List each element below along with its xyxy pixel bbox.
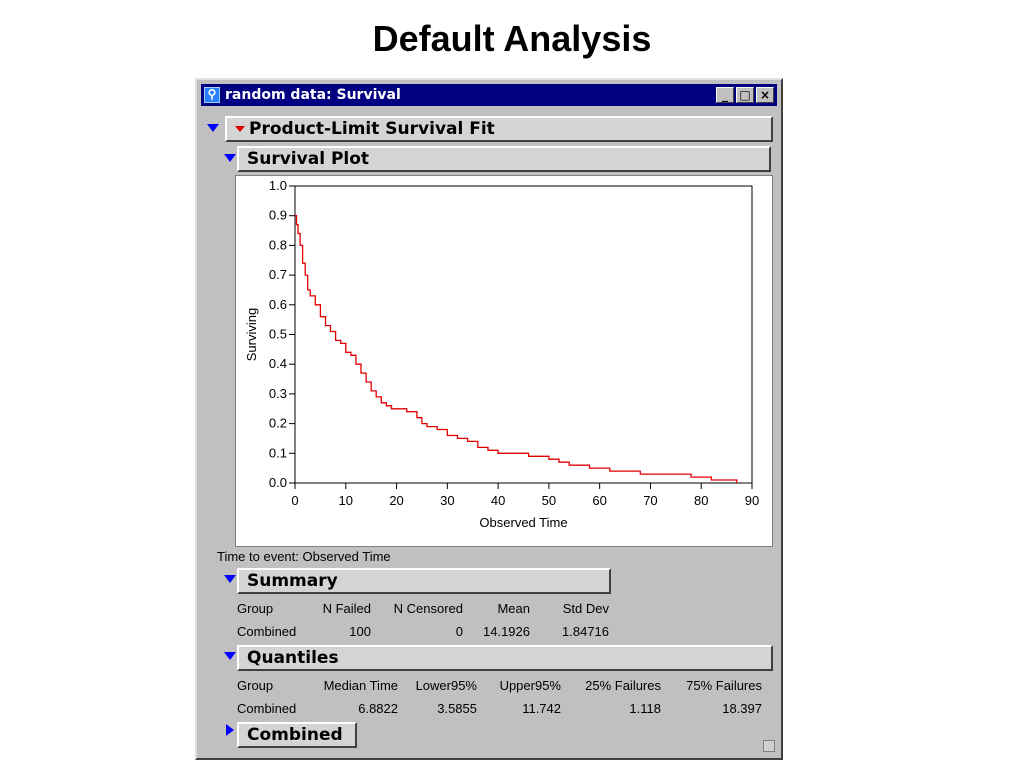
quantiles-cell-median: 6.8822 xyxy=(358,701,398,716)
survival-curve xyxy=(295,215,738,483)
y-tick-label: 0.0 xyxy=(269,475,287,490)
jmp-app-icon: ⚲ xyxy=(204,87,220,103)
window-controls: _ □ × xyxy=(716,87,774,103)
y-axis-label: Surviving xyxy=(244,308,259,361)
quantiles-title: Quantiles xyxy=(247,648,339,668)
quantiles-header-75pct: 75% Failures xyxy=(686,678,762,693)
survival-plot-title: Survival Plot xyxy=(247,149,370,169)
summary-header-mean: Mean xyxy=(497,601,530,616)
table-row: Group N Failed N Censored Mean Std Dev xyxy=(237,597,609,620)
window-titlebar[interactable]: ⚲ random data: Survival _ □ × xyxy=(201,84,777,106)
summary-header-stddev: Std Dev xyxy=(562,601,609,616)
close-button[interactable]: × xyxy=(756,87,774,103)
table-row: Combined 6.8822 3.5855 11.742 1.118 18.3… xyxy=(237,697,762,720)
y-tick-label: 0.5 xyxy=(269,327,287,342)
x-tick-label: 10 xyxy=(339,493,353,508)
time-to-event-label: Time to event: Observed Time xyxy=(217,549,391,564)
y-tick-label: 0.2 xyxy=(269,416,287,431)
disclosure-survival-plot-icon[interactable] xyxy=(224,154,236,162)
quantiles-header-lower95: Lower95% xyxy=(415,678,477,693)
quantiles-header-upper95: Upper95% xyxy=(499,678,561,693)
combined-header[interactable]: Combined xyxy=(237,722,357,748)
red-triangle-menu-icon-overlay[interactable] xyxy=(235,126,245,132)
quantiles-header-25pct: 25% Failures xyxy=(585,678,661,693)
summary-title: Summary xyxy=(247,571,338,591)
plot-area xyxy=(294,185,753,484)
y-tick-label: 1.0 xyxy=(269,178,287,193)
x-tick-label: 20 xyxy=(389,493,403,508)
summary-cell-mean: 14.1926 xyxy=(483,624,530,639)
quantiles-cell-lower95: 3.5855 xyxy=(437,701,477,716)
y-tick-label: 0.4 xyxy=(269,356,287,371)
x-tick-label: 0 xyxy=(291,493,298,508)
quantiles-cell-group: Combined xyxy=(237,701,297,716)
summary-header[interactable]: Summary xyxy=(237,568,611,594)
disclosure-combined-icon[interactable] xyxy=(226,724,234,736)
survival-plot-header[interactable]: Survival Plot xyxy=(237,146,771,172)
window-title: random data: Survival xyxy=(225,87,401,103)
survival-chart: 0.0 0.1 0.2 0.3 0.4 0.5 0.6 0.7 0.8 0.9 1.0 0 10 20 30… xyxy=(244,178,759,530)
quantiles-header-median: Median Time xyxy=(323,678,398,693)
resize-grip[interactable] xyxy=(763,740,775,752)
minimize-button[interactable]: _ xyxy=(716,87,734,103)
x-tick-label: 90 xyxy=(745,493,759,508)
quantiles-header[interactable]: Quantiles xyxy=(237,645,773,671)
combined-title: Combined xyxy=(247,725,343,745)
quantiles-header-group: Group xyxy=(237,678,274,693)
survival-window: ⚲ random data: Survival _ □ × Product-Li… xyxy=(195,78,783,760)
x-tick-label: 60 xyxy=(592,493,606,508)
survival-plot-frame: 0.0 0.1 0.2 0.3 0.4 0.5 0.6 0.7 0.8 0.9 1.0 0 10 20 30… xyxy=(235,175,773,547)
quantiles-table: Group Median Time Lower95% Upper95% 25% … xyxy=(237,674,762,720)
summary-header-group: Group xyxy=(237,601,274,616)
summary-header-ncensored: N Censored xyxy=(393,601,463,616)
y-tick-label: 0.3 xyxy=(269,386,287,401)
summary-cell-nfailed: 100 xyxy=(349,624,371,639)
product-limit-header[interactable]: Product-Limit Survival Fit xyxy=(225,116,773,142)
x-tick-label: 50 xyxy=(542,493,556,508)
x-tick-label: 40 xyxy=(491,493,505,508)
x-tick-label: 70 xyxy=(643,493,657,508)
summary-cell-stddev: 1.84716 xyxy=(562,624,609,639)
quantiles-cell-25pct: 1.118 xyxy=(629,701,661,716)
summary-cell-group: Combined xyxy=(237,624,297,639)
disclosure-summary-icon[interactable] xyxy=(224,575,236,583)
y-tick-label: 0.9 xyxy=(269,208,287,223)
quantiles-cell-75pct: 18.397 xyxy=(722,701,762,716)
y-tick-label: 0.7 xyxy=(269,267,287,282)
disclosure-product-limit-icon[interactable] xyxy=(207,124,219,132)
x-axis-label: Observed Time xyxy=(479,515,567,530)
maximize-button[interactable]: □ xyxy=(736,87,754,103)
x-tick-label: 80 xyxy=(694,493,708,508)
summary-cell-ncensored: 0 xyxy=(455,624,463,639)
slide-title: Default Analysis xyxy=(372,18,652,59)
product-limit-title: Product-Limit Survival Fit xyxy=(249,119,495,139)
quantiles-cell-upper95: 11.742 xyxy=(522,701,561,716)
y-tick-label: 0.1 xyxy=(269,445,287,460)
table-row: Combined 100 0 14.1926 1.84716 xyxy=(237,620,609,643)
y-tick-label: 0.6 xyxy=(269,297,287,312)
table-row: Group Median Time Lower95% Upper95% 25% … xyxy=(237,674,762,697)
disclosure-quantiles-icon[interactable] xyxy=(224,652,236,660)
summary-header-nfailed: N Failed xyxy=(322,601,371,616)
x-tick-label: 30 xyxy=(440,493,454,508)
summary-table: Group N Failed N Censored Mean Std Dev C… xyxy=(237,597,609,643)
y-tick-label: 0.8 xyxy=(269,237,287,252)
